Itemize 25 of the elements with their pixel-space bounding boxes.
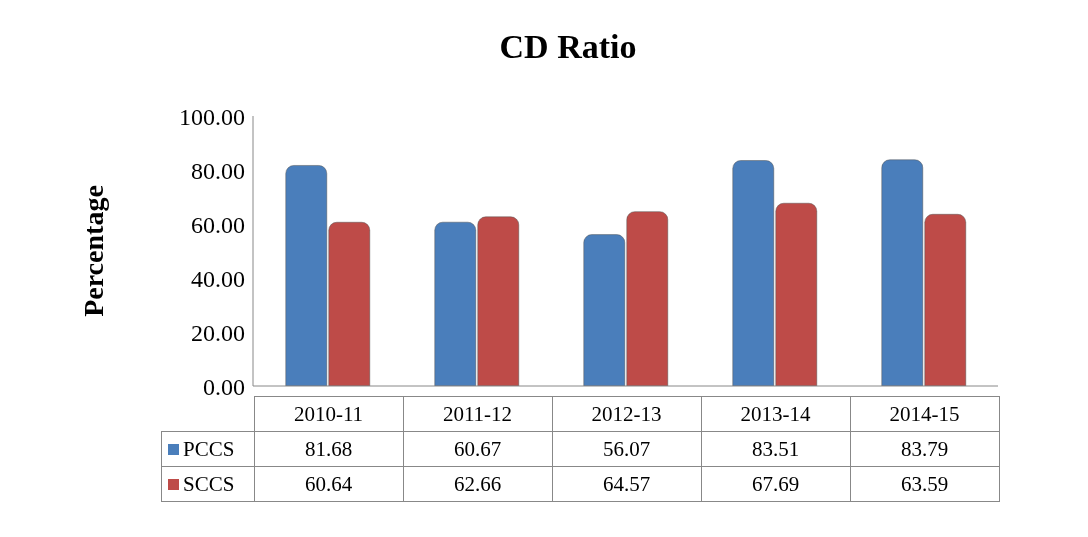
y-tick-label: 0.00 (203, 373, 245, 400)
data-label: 83.51 (701, 431, 850, 467)
data-label: 60.67 (403, 431, 552, 467)
data-label: 62.66 (403, 466, 552, 502)
x-tick-label: 2012-13 (552, 396, 701, 432)
y-tick-label: 100.00 (179, 103, 245, 130)
y-tick-label: 80.00 (191, 157, 245, 184)
x-tick-label: 2014-15 (850, 396, 999, 432)
x-tick-label: 2010-11 (254, 396, 403, 432)
x-tick-label: 2011-12 (403, 396, 552, 432)
data-label: 56.07 (552, 431, 701, 467)
y-axis-title: Percentage (77, 185, 109, 317)
data-label: 83.79 (850, 431, 999, 467)
data-label: 63.59 (850, 466, 999, 502)
data-label: 81.68 (254, 431, 403, 467)
data-label: 67.69 (701, 466, 850, 502)
chart-title: CD Ratio (498, 28, 638, 66)
x-tick-label: 2013-14 (701, 396, 850, 432)
y-tick-label: 20.00 (191, 319, 245, 346)
data-label: 60.64 (254, 466, 403, 502)
data-label: 64.57 (552, 466, 701, 502)
y-tick-label: 40.00 (191, 265, 245, 292)
legend-label: SCCS (183, 472, 235, 497)
y-tick-label: 60.00 (191, 211, 245, 238)
legend-label: PCCS (183, 437, 235, 462)
